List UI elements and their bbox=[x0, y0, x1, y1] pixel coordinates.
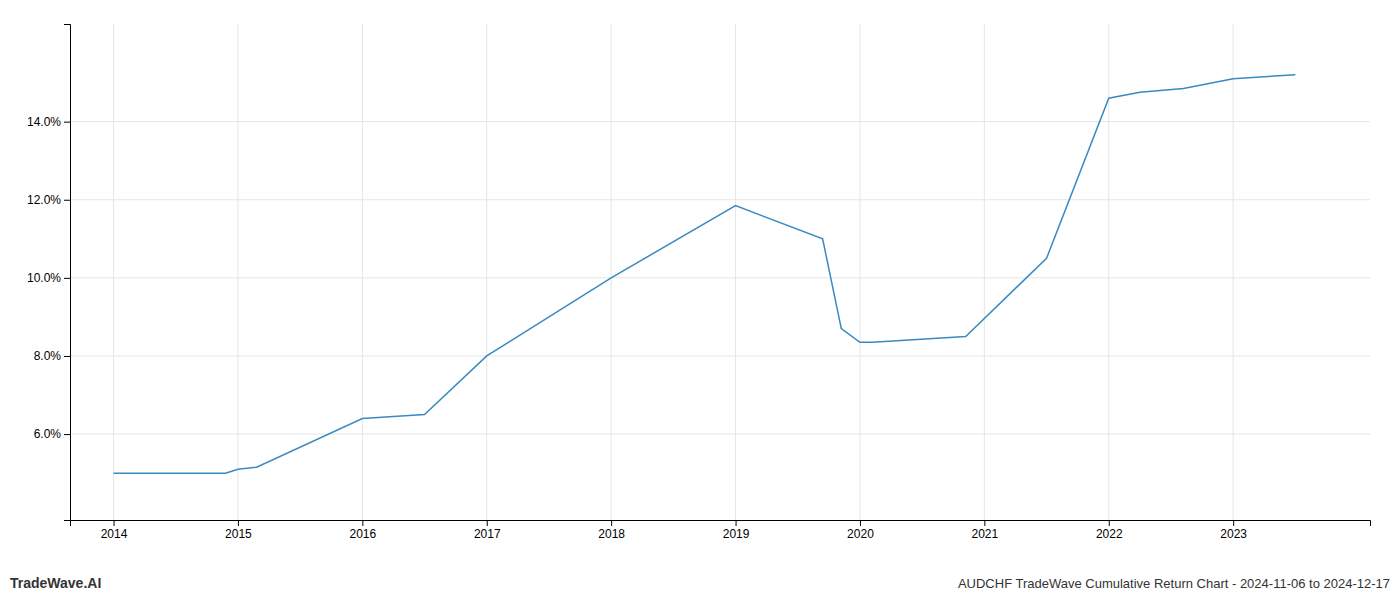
x-tick-label: 2019 bbox=[723, 527, 750, 541]
grid-line bbox=[70, 199, 1370, 200]
x-tick-mark bbox=[984, 520, 985, 526]
y-tick: 6.0% bbox=[34, 427, 70, 441]
x-tick-mark bbox=[1109, 520, 1110, 526]
grid-line bbox=[70, 355, 1370, 356]
x-tick: 2019 bbox=[723, 520, 750, 541]
y-tick-mark bbox=[64, 122, 70, 123]
y-tick-label: 12.0% bbox=[27, 193, 61, 207]
x-tick: 2017 bbox=[474, 520, 501, 541]
watermark: TradeWave.AI bbox=[10, 575, 101, 591]
x-tick: 2022 bbox=[1096, 520, 1123, 541]
x-tick-mark bbox=[1233, 520, 1234, 526]
x-tick-label: 2022 bbox=[1096, 527, 1123, 541]
title: AUDCHF TradeWave Cumulative Return Chart… bbox=[958, 576, 1390, 591]
x-tick-label: 2014 bbox=[101, 527, 128, 541]
x-tick-label: 2020 bbox=[847, 527, 874, 541]
grid-line bbox=[735, 24, 736, 520]
grid-line bbox=[984, 24, 985, 520]
x-tick: 2023 bbox=[1220, 520, 1247, 541]
x-tick-label: 2016 bbox=[349, 527, 376, 541]
y-tick-label: 10.0% bbox=[27, 271, 61, 285]
grid-line bbox=[237, 24, 238, 520]
grid-line bbox=[113, 24, 114, 520]
x-tick: 2016 bbox=[349, 520, 376, 541]
y-tick-mark bbox=[64, 200, 70, 201]
y-axis-line bbox=[64, 25, 71, 521]
y-tick-mark bbox=[64, 356, 70, 357]
grid-line bbox=[70, 277, 1370, 278]
grid-line bbox=[486, 24, 487, 520]
x-tick-mark bbox=[114, 520, 115, 526]
y-tick-mark bbox=[64, 278, 70, 279]
chart: 2014 2015 2016 2017 2018 2019 2020 2021 2022 2023… bbox=[0, 0, 1400, 600]
y-tick-label: 6.0% bbox=[34, 427, 62, 441]
x-tick-label: 2021 bbox=[972, 527, 999, 541]
x-tick: 2014 bbox=[101, 520, 128, 541]
x-tick-label: 2017 bbox=[474, 527, 501, 541]
y-tick: 14.0% bbox=[27, 115, 70, 129]
y-tick-mark bbox=[64, 434, 70, 435]
x-axis: 2014 2015 2016 2017 2018 2019 2020 2021 2022 2023 bbox=[71, 520, 1371, 541]
x-tick-label: 2023 bbox=[1220, 527, 1247, 541]
y-tick: 12.0% bbox=[27, 193, 70, 207]
grid-line bbox=[1233, 24, 1234, 520]
y-tick-label: 8.0% bbox=[34, 349, 62, 363]
grid-line bbox=[70, 121, 1370, 122]
x-axis-line bbox=[71, 521, 1371, 527]
grid-line bbox=[611, 24, 612, 520]
x-tick-mark bbox=[736, 520, 737, 526]
grid bbox=[70, 24, 1370, 520]
x-tick-mark bbox=[238, 520, 239, 526]
x-tick: 2021 bbox=[972, 520, 999, 541]
x-tick: 2018 bbox=[598, 520, 625, 541]
x-tick-label: 2018 bbox=[598, 527, 625, 541]
x-tick-mark bbox=[860, 520, 861, 526]
x-tick-mark bbox=[611, 520, 612, 526]
x-tick-mark bbox=[487, 520, 488, 526]
y-tick: 10.0% bbox=[27, 271, 70, 285]
grid-line bbox=[859, 24, 860, 520]
x-tick: 2015 bbox=[225, 520, 252, 541]
grid-line bbox=[362, 24, 363, 520]
y-tick-label: 14.0% bbox=[27, 115, 61, 129]
y-tick: 8.0% bbox=[34, 349, 70, 363]
x-tick: 2020 bbox=[847, 520, 874, 541]
line bbox=[114, 75, 1296, 473]
grid-line bbox=[70, 434, 1370, 435]
plot-area bbox=[114, 75, 1296, 473]
x-tick-mark bbox=[362, 520, 363, 526]
y-axis: 6.0% 8.0% 10.0% 12.0% 14.0% bbox=[27, 25, 71, 521]
x-tick-label: 2015 bbox=[225, 527, 252, 541]
